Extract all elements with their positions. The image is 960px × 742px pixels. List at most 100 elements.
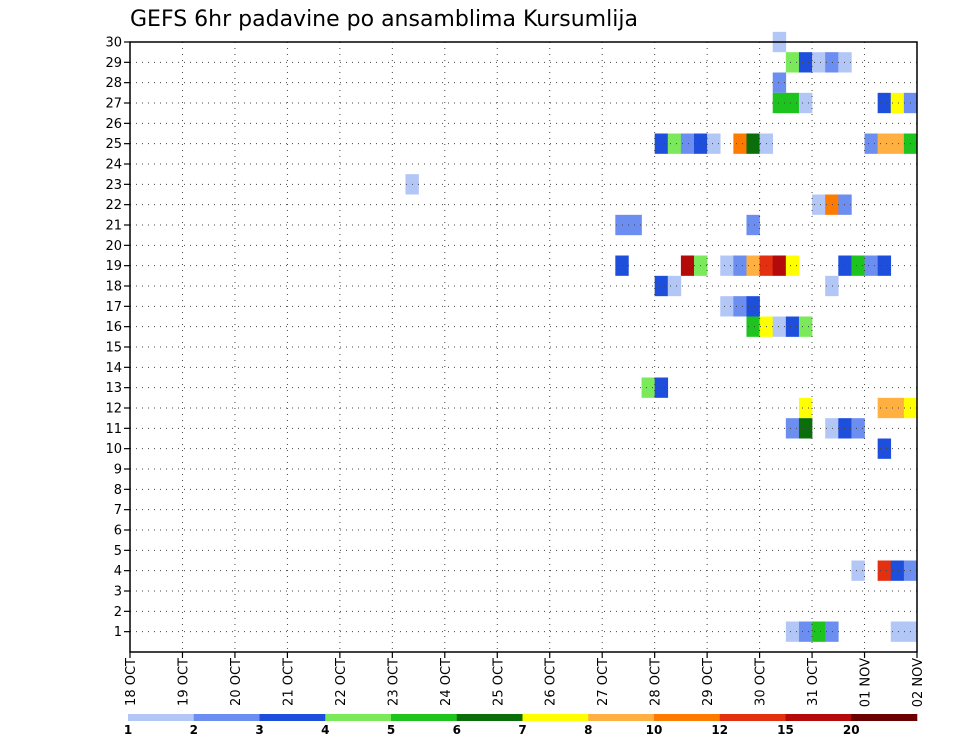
y-tick-label: 11 [105,422,122,437]
x-tick-label: 01 NOV [859,658,874,707]
colorbar-segment [456,714,523,721]
y-tick-label: 27 [105,97,122,112]
precip-cell [680,255,695,276]
precip-cell [733,296,747,317]
colorbar-label: 7 [518,723,526,737]
x-tick-label: 18 OCT [124,658,139,706]
colorbar-segment [719,714,786,721]
precip-cell [838,194,852,215]
precip-cell [825,52,839,73]
precip-cell [825,621,839,642]
colorbar-segment [785,714,852,721]
precip-cell [772,72,787,93]
precip-cell [877,397,892,419]
precip-cell [877,92,892,114]
y-tick-label: 13 [105,381,122,396]
y-tick-label: 2 [114,605,122,620]
precip-cell [890,133,905,154]
precip-cell [798,418,813,439]
y-tick-label: 12 [105,402,122,417]
precip-cell [746,255,760,276]
x-tick-label: 19 OCT [176,658,191,706]
precip-cell [667,275,682,297]
x-tick-label: 28 OCT [649,658,664,706]
x-tick-label: 31 OCT [806,658,821,706]
precip-cell [785,621,800,642]
x-tick-label: 02 NOV [911,658,926,707]
y-tick-label: 5 [114,544,122,559]
y-tick-label: 29 [105,56,122,71]
precip-cell [654,377,669,398]
precip-cell [785,92,800,114]
precip-cell [785,52,800,73]
colorbar-label: 20 [843,723,860,737]
precip-cell [746,133,760,154]
ensemble-cells [405,31,918,642]
y-tick-label: 7 [114,503,122,518]
colorbar-segment [259,714,326,721]
colorbar-segment [851,714,918,721]
precip-cell [877,255,892,276]
x-tick-label: 23 OCT [386,658,401,706]
precip-cell [746,316,760,337]
y-tick-label: 1 [114,625,122,640]
y-tick-label: 9 [114,463,122,478]
y-tick-label: 15 [105,341,122,356]
grid-lines [129,41,918,652]
y-tick-label: 24 [105,158,122,173]
precip-cell [838,418,852,439]
x-tick-label: 21 OCT [281,658,296,706]
x-tick-label: 27 OCT [596,658,611,706]
x-tick-label: 26 OCT [544,658,559,706]
precip-cell [798,316,813,337]
x-tick-label: 30 OCT [754,658,769,706]
y-tick-label: 17 [105,300,122,315]
precip-cell [641,377,655,398]
y-tick-label: 22 [105,198,122,213]
colorbar-label: 2 [190,723,198,737]
y-tick-label: 30 [105,36,122,51]
colorbar-label: 5 [387,723,395,737]
precip-cell [785,316,800,337]
precip-cell [851,560,865,581]
x-tick-label: 20 OCT [229,658,244,706]
precip-cell [798,52,813,73]
y-tick-label: 19 [105,259,122,274]
x-tick-label: 24 OCT [439,658,454,706]
colorbar-label: 10 [646,723,663,737]
y-tick-label: 26 [105,117,122,132]
precip-cell [812,194,826,215]
y-tick-label: 10 [105,442,122,457]
y-tick-label: 18 [105,280,122,295]
precip-cell [864,255,878,276]
precip-cell [654,133,669,154]
precip-cell [890,560,905,581]
precip-cell [746,296,760,317]
chart-title: GEFS 6hr padavine po ansamblima Kursumli… [130,7,638,32]
precip-cell [720,296,734,317]
colorbar-label: 4 [321,723,329,737]
precip-cell [890,621,905,642]
y-tick-label: 20 [105,239,122,254]
colorbar-segment [128,714,195,721]
colorbar-segment [588,714,655,721]
precip-cell [864,133,878,154]
precip-cell [798,92,813,114]
precip-cell [851,418,865,439]
x-tick-label: 22 OCT [334,658,349,706]
y-tick-label: 4 [114,564,122,579]
y-tick-label: 16 [105,320,122,335]
precip-cell [746,214,760,236]
precip-cell [825,194,839,215]
precip-cell [877,560,892,581]
precip-cell [890,92,905,114]
y-tick-label: 6 [114,524,122,539]
precip-cell [812,621,826,642]
colorbar-segment [325,714,392,721]
colorbar-segment [193,714,260,721]
colorbar-segment [391,714,458,721]
colorbar-label: 15 [777,723,794,737]
x-tick-label: 25 OCT [491,658,506,706]
colorbar-label: 8 [584,723,592,737]
